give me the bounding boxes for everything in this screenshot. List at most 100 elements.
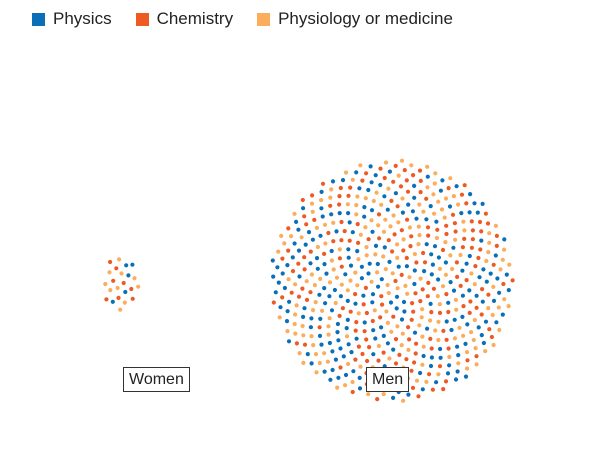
dot-men-physiology-or-medicine	[326, 332, 331, 337]
dot-men-physiology-or-medicine	[344, 334, 350, 339]
dot-men-chemistry	[338, 185, 343, 191]
dot-men-physiology-or-medicine	[292, 211, 297, 216]
group-label-men: Men	[366, 367, 410, 392]
dot-men-chemistry	[444, 337, 449, 342]
dot-men-chemistry	[426, 280, 431, 285]
dot-women-physiology-or-medicine	[117, 257, 122, 262]
dot-men-physics	[387, 259, 392, 264]
dot-men-chemistry	[363, 285, 368, 290]
dot-men-physics	[362, 214, 367, 219]
dot-men-physiology-or-medicine	[448, 176, 453, 181]
dot-men-chemistry	[296, 294, 302, 299]
dot-men-physiology-or-medicine	[309, 201, 315, 206]
dot-men-physiology-or-medicine	[317, 360, 322, 366]
dot-men-physiology-or-medicine	[498, 267, 503, 272]
dot-men-physiology-or-medicine	[405, 291, 410, 296]
dot-men-chemistry	[411, 309, 416, 314]
dot-men-physiology-or-medicine	[407, 275, 412, 280]
dot-men-physics	[290, 255, 295, 260]
legend-swatch-chemistry	[135, 12, 149, 26]
legend-swatch-physics	[32, 12, 45, 26]
dot-men-physics	[296, 248, 302, 253]
dot-men-physics	[491, 298, 497, 303]
dot-men-chemistry	[308, 249, 313, 254]
dot-men-physics	[345, 298, 350, 303]
dot-men-physiology-or-medicine	[327, 280, 333, 285]
dot-men-physiology-or-medicine	[417, 233, 422, 238]
dot-men-chemistry	[450, 212, 456, 217]
dot-women-physiology-or-medicine	[119, 271, 124, 276]
dot-men-physics	[394, 306, 399, 311]
dot-men-physiology-or-medicine	[293, 312, 298, 317]
dot-men-chemistry	[446, 346, 451, 351]
dot-men-chemistry	[418, 178, 423, 183]
dot-men-chemistry	[406, 325, 411, 330]
dot-men-chemistry	[435, 227, 440, 232]
dot-men-physics	[309, 316, 314, 321]
dot-men-physics	[357, 375, 362, 380]
dot-men-physics	[446, 300, 451, 305]
dot-men-physics	[483, 319, 489, 324]
dot-men-chemistry	[459, 192, 465, 197]
dot-men-physics	[366, 271, 371, 276]
dot-men-chemistry	[331, 239, 336, 244]
dot-men-physics	[391, 347, 396, 352]
dot-men-physiology-or-medicine	[388, 224, 393, 229]
dot-men-physics	[399, 317, 405, 322]
dot-men-physics	[480, 201, 485, 206]
dot-men-physiology-or-medicine	[421, 344, 426, 349]
dot-men-physiology-or-medicine	[309, 272, 314, 277]
dot-men-physiology-or-medicine	[420, 334, 425, 339]
dot-men-physics	[412, 281, 417, 287]
dot-men-physiology-or-medicine	[469, 330, 474, 335]
dot-men-chemistry	[290, 269, 296, 274]
dot-men-physics	[391, 395, 396, 400]
dot-men-physiology-or-medicine	[314, 370, 319, 375]
dot-men-physiology-or-medicine	[285, 329, 290, 334]
dot-men-physiology-or-medicine	[289, 234, 294, 239]
dot-men-physiology-or-medicine	[355, 283, 360, 288]
dot-men-chemistry	[393, 361, 399, 366]
dot-men-chemistry	[312, 217, 317, 222]
dot-men-physiology-or-medicine	[432, 181, 437, 186]
dot-men-physiology-or-medicine	[335, 385, 340, 390]
dot-men-chemistry	[350, 389, 355, 395]
dot-men-physiology-or-medicine	[454, 307, 459, 312]
dot-men-chemistry	[326, 230, 331, 236]
dot-men-physiology-or-medicine	[315, 244, 320, 250]
dot-men-chemistry	[310, 193, 315, 198]
dot-men-chemistry	[421, 250, 426, 256]
dot-men-physiology-or-medicine	[428, 318, 433, 323]
dot-men-physics	[400, 210, 405, 215]
dot-men-physics	[385, 207, 390, 212]
dot-men-physics	[429, 272, 434, 277]
dot-men-physics	[402, 309, 407, 314]
dot-men-physiology-or-medicine	[329, 187, 334, 192]
dot-men-chemistry	[402, 168, 407, 173]
dot-men-physics	[424, 217, 429, 222]
dot-men-chemistry	[381, 350, 386, 355]
dot-men-physiology-or-medicine	[329, 258, 334, 263]
dot-men-physics	[303, 242, 308, 247]
dot-men-physiology-or-medicine	[387, 356, 392, 361]
dot-men-physiology-or-medicine	[458, 252, 463, 258]
dot-men-physiology-or-medicine	[502, 247, 507, 252]
dot-women-physiology-or-medicine	[108, 288, 113, 293]
dot-men-chemistry	[398, 184, 404, 189]
dot-men-physics	[422, 269, 427, 274]
dot-men-physiology-or-medicine	[395, 255, 400, 260]
dot-men-chemistry	[280, 295, 285, 300]
dot-men-physics	[464, 261, 469, 266]
dot-men-physics	[468, 192, 473, 197]
dot-men-physics	[497, 290, 502, 295]
dot-men-physiology-or-medicine	[339, 282, 344, 287]
dot-men-physiology-or-medicine	[416, 224, 421, 229]
dot-men-physics	[494, 320, 499, 325]
dot-men-chemistry	[300, 286, 305, 291]
dot-men-physics	[463, 341, 468, 346]
dot-men-chemistry	[404, 178, 409, 183]
dot-men-physiology-or-medicine	[474, 362, 479, 367]
dot-men-chemistry	[393, 337, 399, 342]
dot-men-physiology-or-medicine	[320, 308, 325, 313]
